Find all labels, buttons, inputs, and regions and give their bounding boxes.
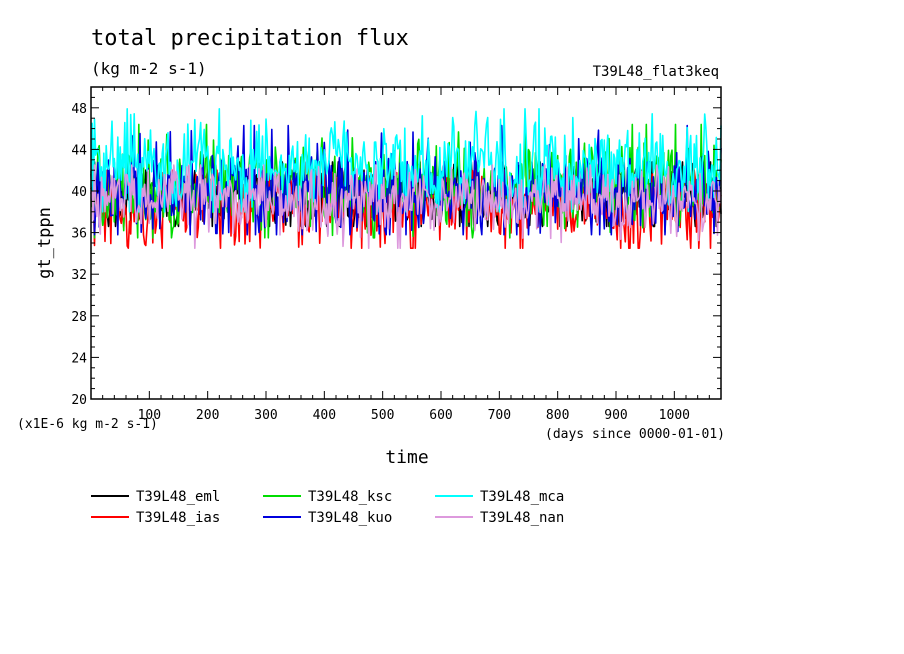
series-line-T39L48_nan — [90, 164, 722, 249]
legend-label: T39L48_nan — [480, 510, 564, 526]
y-tick-label: 40 — [71, 185, 87, 200]
y-tick-label: 24 — [71, 351, 87, 366]
x-tick-label: 600 — [429, 408, 452, 423]
series-line-T39L48_kuo — [90, 124, 722, 236]
chart-units: (kg m-2 s-1) — [91, 59, 207, 78]
x-tick-label: 200 — [196, 408, 219, 423]
y-scale-note: (x1E-6 kg m-2 s-1) — [17, 417, 158, 432]
x-tick-label: 400 — [313, 408, 336, 423]
legend-label: T39L48_mca — [480, 489, 564, 505]
x-tick-label: 900 — [604, 408, 627, 423]
y-tick-label: 36 — [71, 227, 87, 242]
legend: T39L48_eml T39L48_ksc T39L48_mca T39L48_ias… — [91, 489, 564, 526]
plot-series — [90, 108, 722, 249]
legend-label: T39L48_kuo — [308, 510, 392, 526]
x-tick-label: 800 — [546, 408, 569, 423]
y-axis: 20 24 28 32 36 40 44 48 — [71, 96, 721, 408]
x-tick-label: 700 — [488, 408, 511, 423]
y-tick-label: 48 — [71, 102, 87, 117]
x-axis-label: time — [385, 447, 428, 468]
x-axis: 100 200 300 400 500 600 700 800 900 1000 — [102, 87, 710, 423]
y-tick-label: 20 — [71, 393, 87, 408]
legend-label: T39L48_eml — [136, 489, 220, 505]
x-tick-label: 500 — [371, 408, 394, 423]
chart-title: total precipitation flux — [91, 26, 409, 51]
y-tick-label: 44 — [71, 143, 87, 158]
experiment-label: T39L48_flat3keq — [593, 64, 719, 80]
y-tick-label: 32 — [71, 268, 87, 283]
legend-label: T39L48_ksc — [308, 489, 392, 505]
y-axis-label: gt_tppn — [35, 207, 55, 279]
x-tick-label: 300 — [254, 408, 277, 423]
x-tick-label: 1000 — [659, 408, 690, 423]
y-tick-label: 28 — [71, 310, 87, 325]
x-tick-label: 100 — [138, 408, 161, 423]
x-unit-note: (days since 0000-01-01) — [545, 427, 725, 442]
series-line-T39L48_mca — [90, 108, 722, 213]
legend-label: T39L48_ias — [136, 510, 220, 526]
plot-frame — [90, 86, 722, 400]
